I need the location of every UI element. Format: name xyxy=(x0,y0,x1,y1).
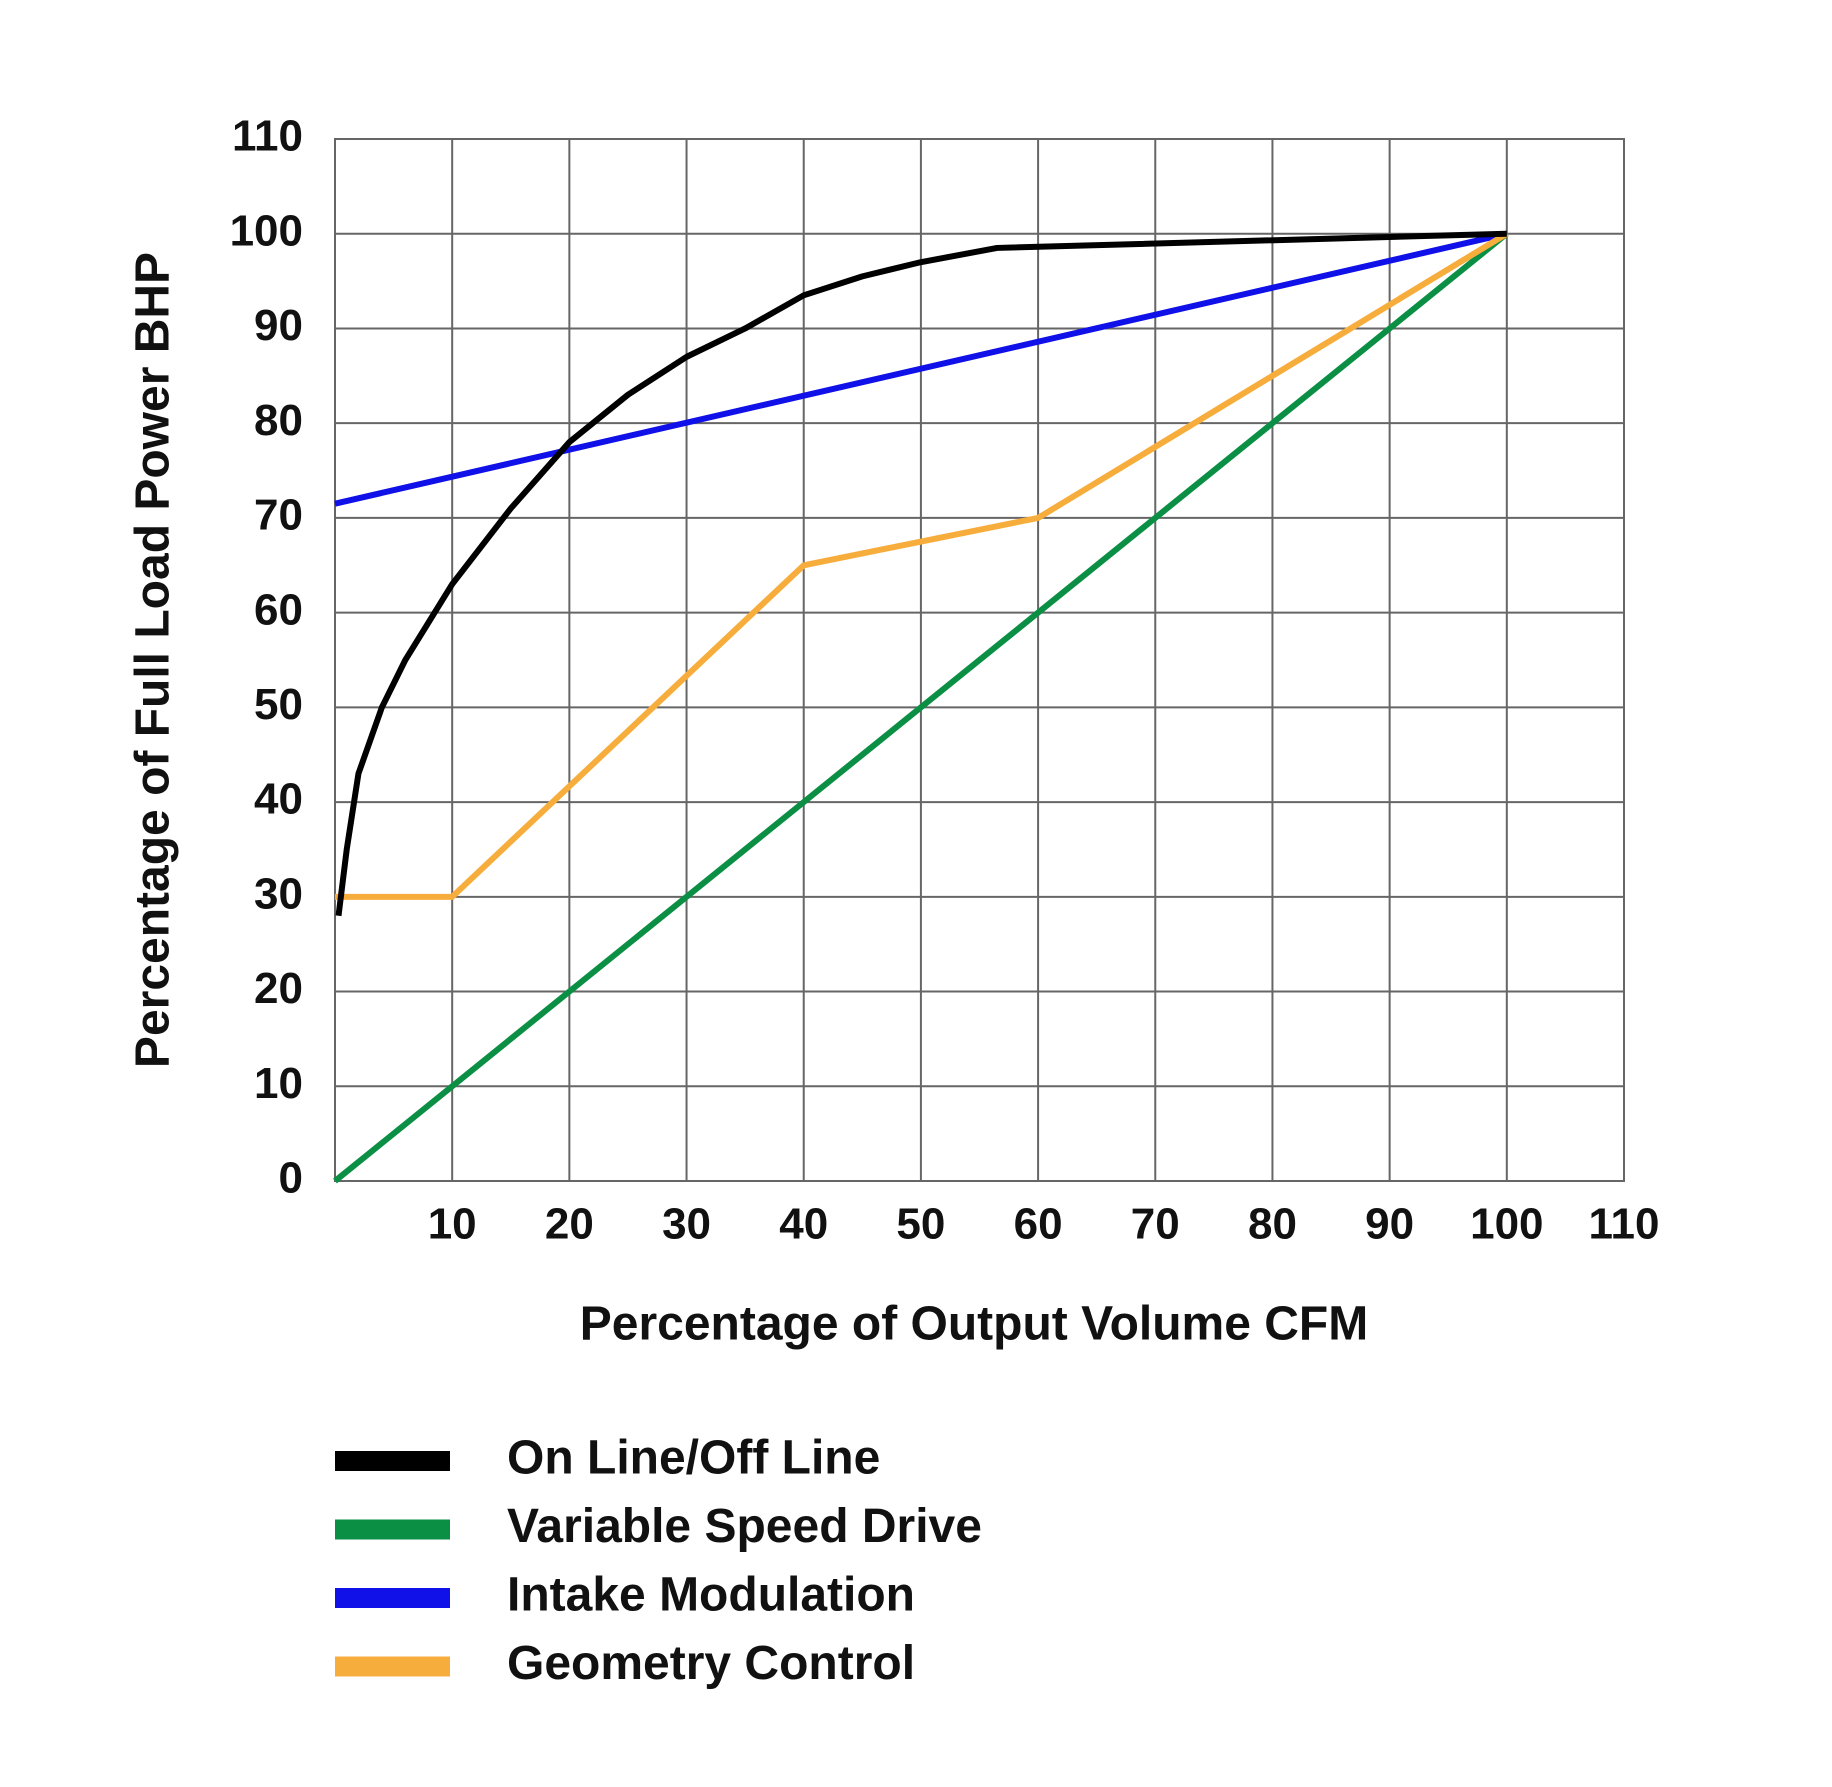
y-tick-label: 0 xyxy=(279,1154,303,1203)
y-axis-title: Percentage of Full Load Power BHP xyxy=(127,252,180,1068)
x-tick-label: 50 xyxy=(896,1200,945,1249)
series-line xyxy=(335,230,1507,917)
y-tick-label: 30 xyxy=(254,869,303,918)
y-tick-label: 50 xyxy=(254,680,303,729)
y-tick-label: 100 xyxy=(230,206,303,255)
legend-label: On Line/Off Line xyxy=(507,1432,880,1485)
x-tick-label: 20 xyxy=(545,1200,594,1249)
y-tick-label: 60 xyxy=(254,585,303,634)
series-line xyxy=(333,231,1509,1184)
x-tick-label: 60 xyxy=(1014,1200,1063,1249)
y-tick-label: 90 xyxy=(254,301,303,350)
series-line xyxy=(334,230,1508,507)
y-tick-label: 20 xyxy=(254,964,303,1013)
y-tick-label: 80 xyxy=(254,396,303,445)
y-tick-label: 10 xyxy=(254,1059,303,1108)
x-tick-label: 100 xyxy=(1470,1200,1543,1249)
x-tick-label: 30 xyxy=(662,1200,711,1249)
legend-label: Geometry Control xyxy=(507,1637,915,1690)
x-tick-label: 10 xyxy=(428,1200,477,1249)
y-tick-label: 40 xyxy=(254,775,303,824)
x-tick-label: 110 xyxy=(1589,1200,1660,1249)
x-axis-title: Percentage of Output Volume CFM xyxy=(580,1298,1368,1351)
x-tick-label: 40 xyxy=(779,1200,828,1249)
y-tick-label: 110 xyxy=(232,112,303,161)
x-tick-label: 80 xyxy=(1248,1200,1297,1249)
x-tick-label: 90 xyxy=(1365,1200,1414,1249)
legend-label: Variable Speed Drive xyxy=(507,1500,982,1553)
y-tick-label: 70 xyxy=(254,491,303,540)
series-line xyxy=(335,231,1509,900)
legend-label: Intake Modulation xyxy=(507,1569,915,1622)
x-tick-label: 70 xyxy=(1131,1200,1180,1249)
